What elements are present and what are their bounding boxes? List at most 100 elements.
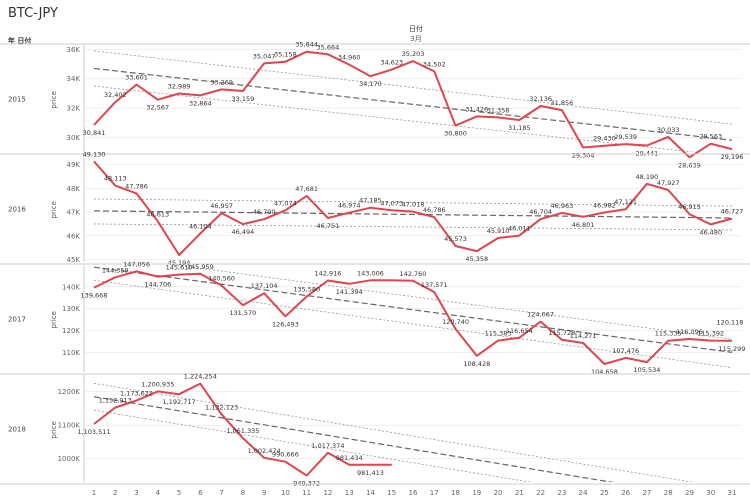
data-label: 116,654 [506, 327, 533, 335]
data-label: 32,567 [146, 104, 169, 112]
data-label: 1,173,622 [120, 390, 153, 398]
data-label: 147,056 [123, 260, 150, 268]
data-label: 143,006 [357, 269, 384, 277]
data-label: 145,610 [166, 264, 193, 272]
data-label: 45,358 [465, 255, 488, 263]
row-header-label: 年 日付 [8, 37, 32, 45]
x-tick-label: 20 [494, 489, 503, 497]
row-label: 2016 [8, 206, 26, 214]
data-label: 47,073 [380, 199, 403, 207]
trend-band-upper [173, 265, 733, 340]
data-label: 120,740 [442, 318, 469, 326]
data-label: 114,271 [570, 332, 597, 340]
data-label: 46,613 [146, 210, 169, 218]
x-tick-label: 13 [345, 489, 354, 497]
y-tick-label: 1100K [58, 422, 81, 430]
trend-band-lower [93, 409, 532, 482]
x-tick-label: 1 [92, 489, 96, 497]
data-label: 48,113 [104, 175, 127, 183]
data-label: 120,118 [717, 318, 744, 326]
x-tick-label: 6 [198, 489, 203, 497]
y-tick-label: 45K [67, 256, 81, 264]
data-label: 45,194 [168, 259, 191, 267]
data-label: 1,017,374 [311, 442, 344, 450]
y-axis-label: price [50, 91, 58, 108]
x-tick-label: 25 [600, 489, 609, 497]
price-series-line [93, 270, 733, 365]
data-label: 34,623 [380, 59, 403, 67]
data-label: 140,560 [208, 275, 235, 283]
data-label: 47,786 [125, 182, 148, 190]
y-tick-label: 36K [67, 46, 81, 54]
x-tick-label: 29 [685, 489, 694, 497]
data-label: 1,192,717 [163, 398, 196, 406]
data-label: 104,658 [591, 368, 618, 376]
row-label: 2018 [8, 426, 26, 434]
x-tick-label: 17 [430, 489, 439, 497]
x-tick-label: 22 [536, 489, 545, 497]
data-label: 47,074 [274, 199, 297, 207]
x-tick-label: 4 [156, 489, 161, 497]
data-label: 31,185 [508, 124, 531, 132]
data-label: 34,170 [359, 80, 382, 88]
data-label: 29,304 [572, 152, 595, 160]
data-label: 46,957 [210, 202, 233, 210]
data-label: 137,571 [421, 281, 448, 289]
data-label: 46,974 [338, 202, 361, 210]
data-label: 46,982 [593, 201, 616, 209]
trend-band-lower [93, 85, 696, 152]
x-tick-label: 10 [281, 489, 290, 497]
data-label: 30,033 [657, 126, 680, 134]
x-tick-label: 27 [642, 489, 651, 497]
data-label: 46,700 [253, 208, 276, 216]
y-tick-label: 48K [67, 185, 81, 193]
x-tick-label: 19 [472, 489, 481, 497]
y-tick-label: 140K [62, 283, 80, 291]
x-tick-label: 24 [579, 489, 588, 497]
trend-line [93, 396, 615, 482]
data-label: 30,841 [83, 129, 106, 137]
data-label: 32,989 [168, 83, 191, 91]
data-label: 107,476 [612, 347, 639, 355]
data-label: 141,394 [336, 288, 363, 296]
data-label: 116,096 [676, 328, 703, 336]
row-label: 2017 [8, 316, 26, 324]
data-label: 1,002,474 [248, 447, 281, 455]
data-label: 1,132,123 [205, 403, 238, 411]
data-label: 1,103,511 [77, 428, 110, 436]
data-label: 1,200,935 [141, 380, 174, 388]
y-tick-label: 130K [62, 305, 80, 313]
month-header-label: 3月 [410, 35, 422, 43]
data-label: 35,203 [402, 50, 425, 58]
data-label: 1,152,913 [99, 396, 132, 404]
data-label: 46,104 [189, 222, 212, 230]
y-tick-label: 120K [62, 327, 80, 335]
price-series-line [93, 160, 733, 256]
data-label: 35,664 [317, 43, 340, 51]
x-tick-label: 2 [113, 489, 117, 497]
data-label: 32,402 [104, 91, 127, 99]
data-label: 144,706 [144, 281, 171, 289]
data-label: 115,335 [655, 330, 682, 338]
data-label: 115,383 [485, 330, 512, 338]
data-label: 46,011 [508, 225, 531, 233]
data-label: 47,927 [657, 179, 680, 187]
chart-title: BTC-JPY [8, 6, 58, 21]
trend-band-lower [93, 279, 733, 368]
data-label: 29,196 [721, 153, 744, 161]
y-tick-label: 49K [67, 161, 81, 169]
data-label: 1,061,335 [226, 427, 259, 435]
trend-line [93, 210, 733, 219]
data-label: 30,800 [444, 130, 467, 138]
data-label: 990,666 [272, 451, 299, 459]
data-label: 45,573 [444, 235, 467, 243]
y-tick-label: 32K [67, 105, 81, 113]
data-label: 49,130 [83, 150, 106, 158]
data-label: 46,801 [572, 221, 595, 229]
data-label: 131,570 [229, 309, 256, 317]
data-label: 46,727 [721, 208, 744, 216]
data-label: 48,190 [636, 173, 659, 181]
x-tick-label: 31 [728, 489, 737, 497]
data-label: 46,786 [423, 206, 446, 214]
